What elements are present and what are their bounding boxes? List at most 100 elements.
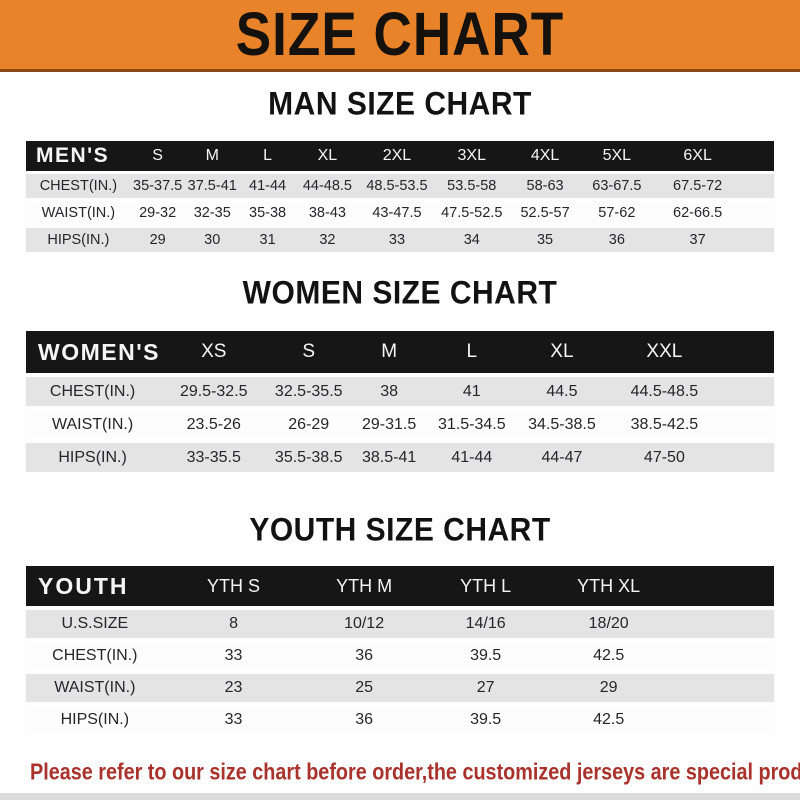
measurement-row: HIPS(IN.) 33-35.5 35.5-38.5 38.5-41 41-44 44-… (26, 443, 774, 472)
size-value-cell: 29 (599, 679, 618, 696)
row-label: WAIST(IN.) (51, 415, 134, 433)
spacer-cell (743, 174, 775, 198)
size-column-header: YTH L (460, 575, 512, 596)
size-value-cell: 31 (259, 232, 276, 248)
womens-table-header-row: WOMEN'S XS S M L XL XXL (26, 331, 774, 373)
youth-table-header-row: YOUTH YTH S YTH M YTH L YTH XL (26, 566, 774, 606)
measurement-row: WAIST(IN.) 29-32 32-35 35-38 38-43 43-47.5 47.… (26, 201, 774, 225)
measurement-row: CHEST(IN.) 33 36 39.5 42.5 (26, 642, 774, 670)
row-label: U.S.SIZE (61, 615, 129, 632)
size-value-cell: 30 (204, 232, 221, 248)
size-value-cell: 14/16 (465, 615, 506, 632)
size-value-cell: 32-35 (193, 205, 231, 221)
size-value-cell: 18/20 (588, 615, 629, 632)
size-value-cell: 62-66.5 (673, 205, 723, 221)
measurement-row: HIPS(IN.) 29 30 31 32 33 34 35 36 37 (26, 228, 774, 252)
size-column-header: 5XL (602, 147, 632, 164)
spacer-cell (671, 706, 774, 734)
table-title-cell: MEN'S (36, 144, 110, 167)
size-column-header: YTH M (336, 575, 393, 596)
row-label: CHEST(IN.) (52, 647, 138, 664)
size-value-cell: 41-44 (451, 448, 493, 466)
size-column-header: 6XL (683, 147, 712, 164)
size-value-cell: 41 (462, 382, 481, 400)
row-label: HIPS(IN.) (60, 711, 130, 728)
size-value-cell: 23 (224, 679, 243, 696)
size-column-header: M (205, 147, 219, 164)
size-value-cell: 33 (224, 711, 243, 728)
size-value-cell: 38.5-41 (362, 448, 417, 466)
size-value-cell: 41-44 (249, 178, 287, 194)
size-value-cell: 44.5 (546, 382, 578, 400)
size-value-cell: 44.5-48.5 (630, 382, 699, 400)
spacer-cell (671, 642, 774, 670)
size-value-cell: 31.5-34.5 (437, 415, 506, 433)
size-value-cell: 38.5-42.5 (630, 415, 699, 433)
mens-size-table: MEN'S S M L XL 2XL 3XL 4XL 5XL 6XL CHEST(IN.) 35-3… (26, 138, 774, 255)
size-column-header: L (263, 147, 273, 164)
table-title-cell: YOUTH (38, 572, 129, 599)
banner-title: SIZE CHART (235, 0, 565, 69)
size-value-cell: 34.5-38.5 (528, 415, 596, 433)
size-column-header: M (381, 341, 398, 362)
youth-size-chart-heading: YOUTH SIZE CHART (249, 512, 551, 549)
size-column-header: L (466, 341, 478, 362)
row-label: CHEST(IN.) (49, 382, 136, 400)
row-label: WAIST(IN.) (54, 679, 136, 696)
row-label: WAIST(IN.) (41, 205, 116, 221)
spacer-cell (743, 141, 775, 171)
row-label: CHEST(IN.) (39, 178, 118, 194)
size-value-cell: 29 (149, 232, 166, 248)
size-column-header: 4XL (530, 147, 560, 164)
bottom-edge-strip (0, 793, 800, 800)
size-value-cell: 37.5-41 (187, 178, 237, 194)
measurement-row: U.S.SIZE 8 10/12 14/16 18/20 (26, 610, 774, 638)
size-value-cell: 38 (380, 382, 399, 400)
spacer-cell (719, 410, 774, 439)
size-value-cell: 36 (608, 232, 625, 248)
spacer-cell (719, 443, 774, 472)
man-size-chart-heading: MAN SIZE CHART (268, 86, 532, 123)
size-column-header: 2XL (382, 147, 412, 164)
size-value-cell: 43-47.5 (372, 205, 422, 221)
size-value-cell: 58-63 (526, 178, 564, 194)
size-value-cell: 35-37.5 (133, 178, 183, 194)
measurement-row: CHEST(IN.) 29.5-32.5 32.5-35.5 38 41 44.5 44.5… (26, 377, 774, 406)
size-value-cell: 37 (689, 232, 706, 248)
measurement-row: CHEST(IN.) 35-37.5 37.5-41 41-44 44-48.5 48.5… (26, 174, 774, 198)
size-value-cell: 63-67.5 (592, 178, 642, 194)
size-value-cell: 29.5-32.5 (179, 382, 248, 400)
measurement-row: WAIST(IN.) 23.5-26 26-29 29-31.5 31.5-34.5 34… (26, 410, 774, 439)
size-value-cell: 47-50 (643, 448, 685, 466)
size-column-header: YTH XL (577, 575, 641, 596)
women-size-chart-heading: WOMEN SIZE CHART (242, 275, 558, 312)
size-value-cell: 47.5-52.5 (441, 205, 503, 221)
size-value-cell: 29-31.5 (362, 415, 417, 433)
size-value-cell: 35 (536, 232, 554, 248)
spacer-cell (671, 566, 774, 606)
size-value-cell: 67.5-72 (673, 178, 723, 194)
size-value-cell: 34 (463, 232, 480, 248)
size-value-cell: 10/12 (344, 615, 385, 632)
size-column-header: S (152, 147, 163, 164)
measurement-row: HIPS(IN.) 33 36 39.5 42.5 (26, 706, 774, 734)
size-value-cell: 33-35.5 (186, 448, 241, 466)
size-value-cell: 35-38 (249, 205, 287, 221)
size-chart-banner: SIZE CHART (0, 0, 800, 72)
spacer-cell (743, 201, 775, 225)
spacer-cell (743, 228, 775, 252)
table-title-cell: WOMEN'S (38, 338, 161, 365)
youth-size-table: YOUTH YTH S YTH M YTH L YTH XL U.S.SIZE 8 10/1… (26, 562, 774, 738)
size-value-cell: 52.5-57 (520, 205, 570, 221)
size-value-cell: 33 (388, 232, 406, 248)
size-value-cell: 42.5 (593, 711, 625, 728)
size-value-cell: 48.5-53.5 (366, 178, 428, 194)
size-value-cell: 53.5-58 (447, 178, 497, 194)
size-value-cell: 27 (476, 679, 495, 696)
size-value-cell: 32.5-35.5 (274, 382, 343, 400)
size-column-header: YTH S (207, 575, 261, 596)
size-column-header: XS (201, 341, 227, 362)
size-value-cell: 25 (355, 679, 373, 696)
size-value-cell: 26-29 (288, 415, 330, 433)
